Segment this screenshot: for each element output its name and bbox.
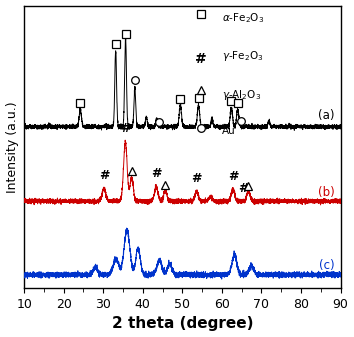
Text: Au: Au: [222, 126, 236, 136]
Text: (c): (c): [319, 259, 335, 272]
Text: $\gamma$-Fe$_2$O$_3$: $\gamma$-Fe$_2$O$_3$: [222, 49, 263, 63]
Text: $\gamma$-Al$_2$O$_3$: $\gamma$-Al$_2$O$_3$: [222, 88, 261, 101]
X-axis label: 2 theta (degree): 2 theta (degree): [112, 316, 253, 332]
Text: (a): (a): [318, 110, 335, 122]
Text: #: #: [191, 172, 202, 185]
Y-axis label: Intensity (a.u.): Intensity (a.u.): [6, 101, 18, 193]
Text: #: #: [151, 167, 161, 180]
Text: #: #: [228, 170, 238, 183]
Text: #: #: [120, 122, 131, 135]
Text: #: #: [195, 52, 207, 66]
Text: #: #: [99, 169, 109, 182]
Text: (b): (b): [318, 186, 335, 199]
Text: $\alpha$-Fe$_2$O$_3$: $\alpha$-Fe$_2$O$_3$: [222, 11, 264, 25]
Text: #: #: [238, 182, 249, 195]
